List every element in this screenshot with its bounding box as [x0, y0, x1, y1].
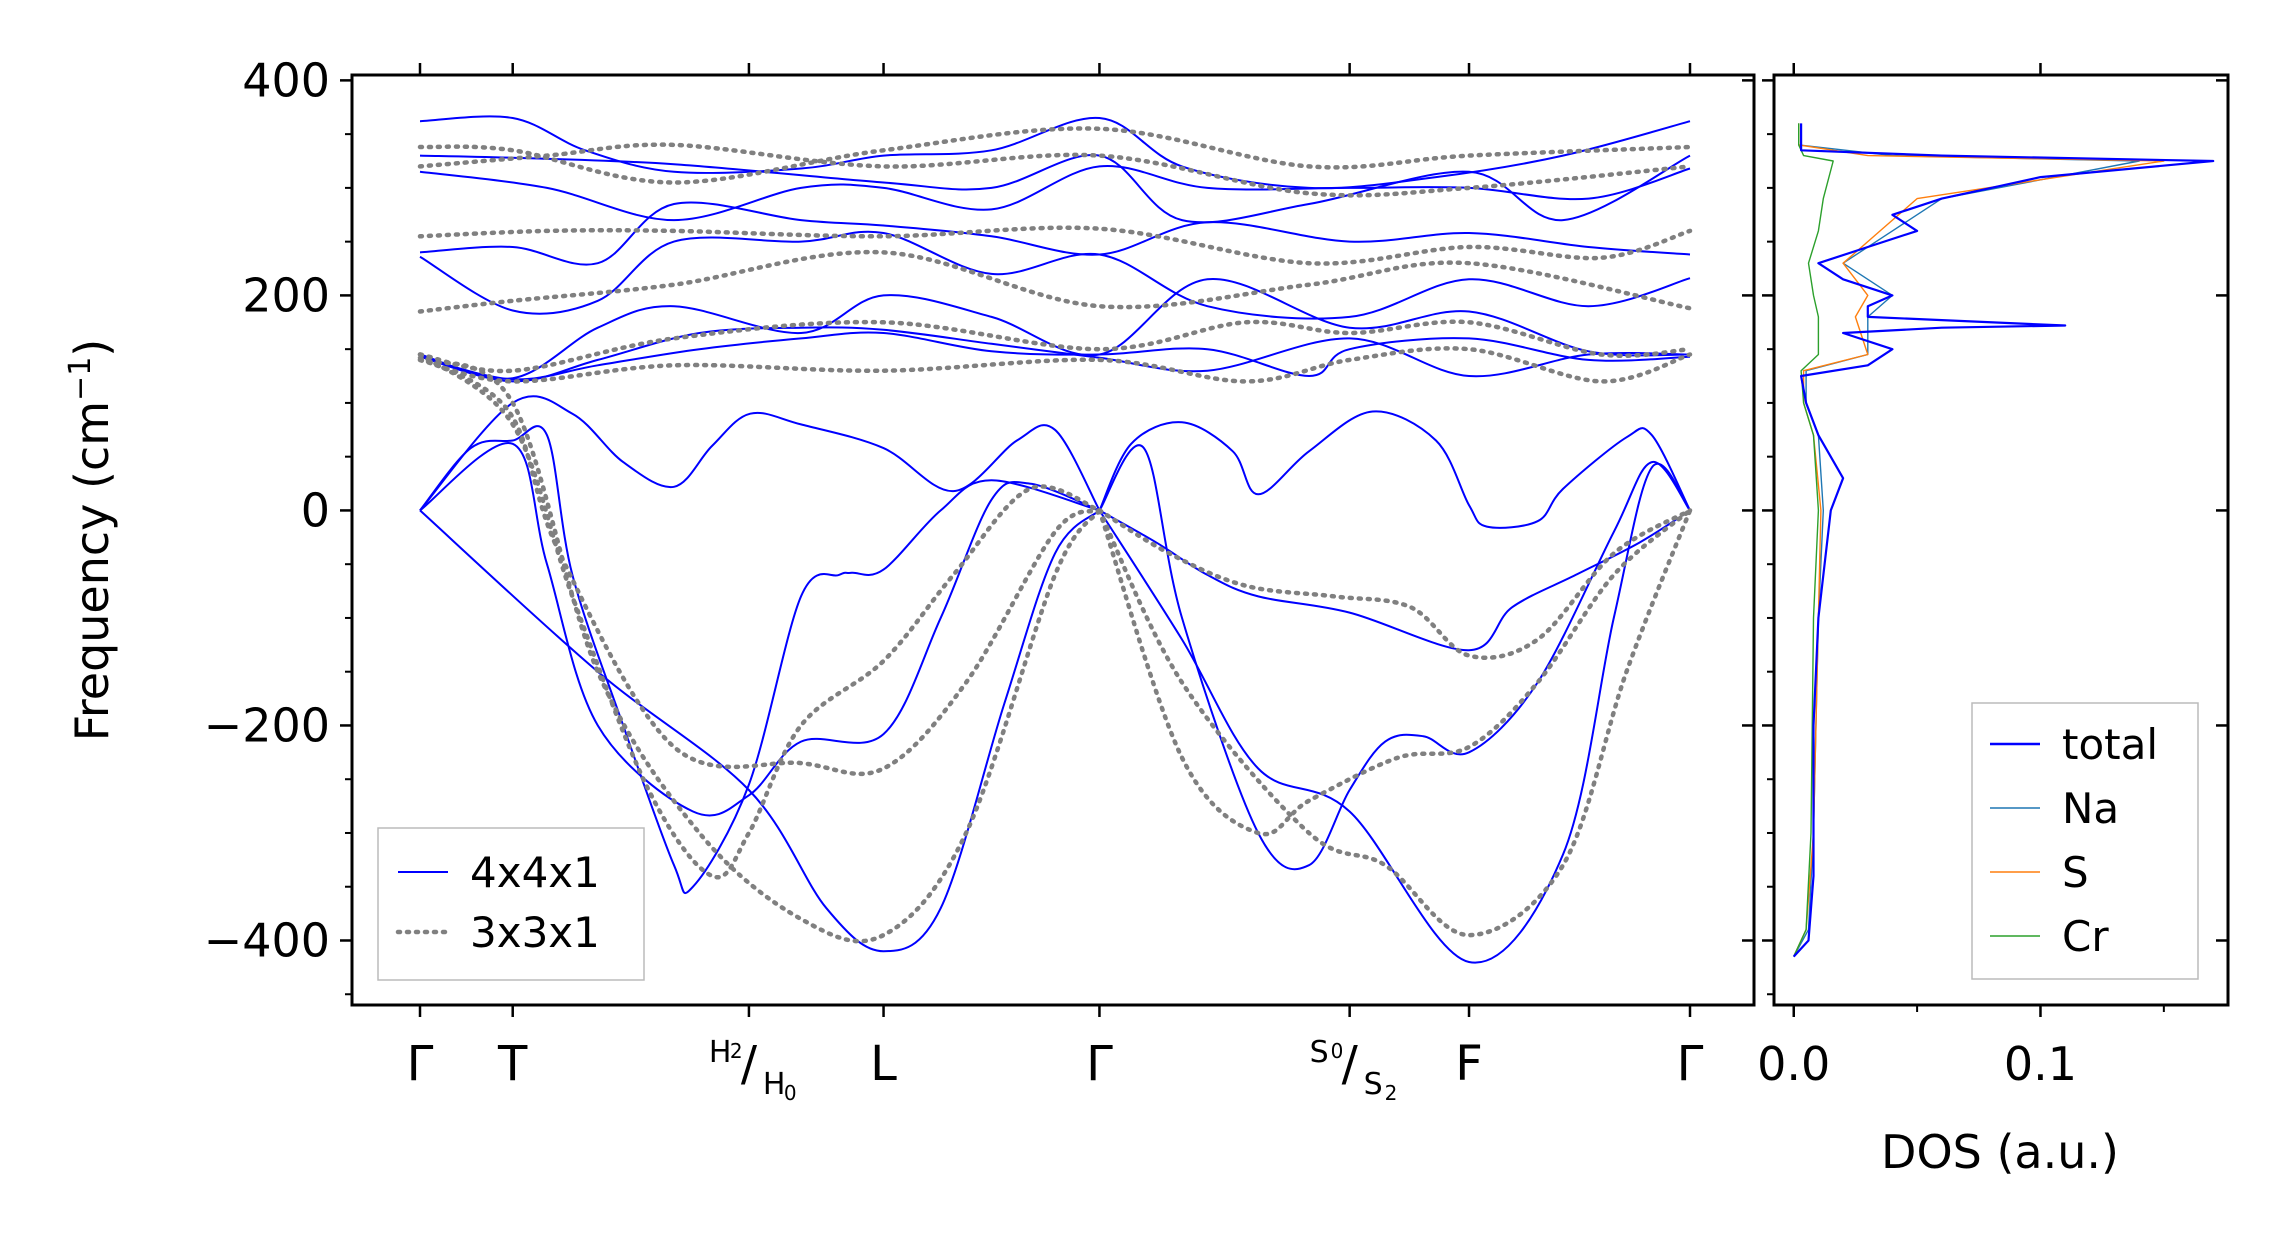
xtick-label-6: F — [1455, 1036, 1483, 1092]
xtick-bot-sub: 0 — [784, 1081, 797, 1105]
ytick-label--400: −400 — [204, 913, 330, 967]
band-line-4x4x1-8 — [419, 115, 1691, 190]
band-line-4x4x1-1 — [419, 395, 1101, 512]
ytick-label--200: −200 — [204, 698, 330, 752]
ylabel-sup: −1 — [63, 357, 98, 401]
band-line-4x4x1-0 — [419, 425, 1100, 894]
xtick-label-1: T — [497, 1036, 528, 1092]
legend-label-3x3x1: 3x3x1 — [470, 908, 600, 957]
band-line-3x3x1-18 — [417, 355, 1102, 777]
xtick-top-sub: 2 — [730, 1039, 743, 1063]
dos-curves — [1792, 123, 2215, 958]
dos-axes: 0.0 0.1 DOS (a.u.) total Na S Cr — [1757, 63, 2230, 1179]
xtick-slash: / — [1342, 1036, 1359, 1092]
xtick-label-7: Γ — [1677, 1036, 1704, 1092]
band-line-3x3x1-25 — [417, 249, 1693, 314]
band-line-3x3x1-26 — [417, 346, 1693, 384]
xtick-label-0: Γ — [407, 1036, 434, 1092]
xtick-bot-sub: 2 — [1385, 1081, 1398, 1105]
band-line-3x3x1-22 — [417, 126, 1693, 185]
dos-legend-box — [1971, 702, 2199, 980]
xtick-slash: / — [741, 1036, 758, 1092]
xtick-top-letter: H — [709, 1035, 732, 1070]
dos-legend-label-Cr: Cr — [2062, 912, 2109, 961]
band-line-3x3x1-27 — [417, 319, 1693, 374]
band-line-4x4x1-13 — [419, 278, 1691, 380]
dos-line-Cr — [1793, 123, 1834, 957]
dos-x-axis-label: DOS (a.u.) — [1881, 1125, 2119, 1179]
xtick-label-4: Γ — [1086, 1036, 1113, 1092]
band-line-4x4x1-14 — [419, 326, 1691, 383]
y-axis-label: Frequency (cm−1) — [63, 339, 119, 742]
dos-xtick-label-1: 0.1 — [2004, 1037, 2077, 1091]
xtick-top-sub: 0 — [1331, 1039, 1344, 1063]
band-curves — [417, 115, 1693, 964]
band-line-3x3x1-16 — [417, 352, 1102, 880]
main-legend-box — [377, 827, 645, 981]
band-line-3x3x1-17 — [417, 357, 1102, 944]
xtick-label-3: L — [870, 1036, 897, 1092]
band-line-4x4x1-7 — [1098, 463, 1691, 964]
legend-label-4x4x1: 4x4x1 — [470, 848, 600, 897]
dos-legend: total Na S Cr — [1971, 702, 2199, 980]
ytick-label-400: 400 — [242, 53, 330, 107]
dos-frame — [1772, 73, 2230, 1007]
dos-line-total — [1792, 123, 2215, 958]
main-legend: 4x4x1 3x3x1 — [377, 827, 645, 981]
band-line-3x3x1-24 — [417, 225, 1693, 266]
xtick-top-letter: S — [1310, 1035, 1329, 1070]
ytick-label-200: 200 — [242, 268, 330, 322]
dos-legend-label-total: total — [2062, 720, 2158, 769]
band-line-4x4x1-10 — [419, 165, 1691, 222]
band-line-4x4x1-11 — [419, 201, 1691, 266]
band-line-4x4x1-12 — [419, 230, 1691, 320]
band-line-4x4x1-4 — [1098, 410, 1691, 529]
main-frame — [350, 73, 1756, 1007]
band-line-4x4x1-5 — [1098, 444, 1691, 871]
xtick-split-label-2: H2/H0 — [709, 1035, 797, 1105]
dos-xtick-label-0: 0.0 — [1757, 1037, 1830, 1091]
dos-legend-label-Na: Na — [2062, 784, 2119, 833]
band-line-4x4x1-9 — [419, 154, 1691, 224]
band-line-4x4x1-15 — [419, 331, 1691, 381]
band-line-3x3x1-23 — [417, 142, 1693, 198]
band-line-3x3x1-21 — [1097, 508, 1693, 660]
xtick-bot-letter: H — [763, 1067, 786, 1102]
dos-legend-label-S: S — [2062, 848, 2089, 897]
xtick-bot-letter: S — [1364, 1067, 1383, 1102]
xtick-split-label-5: S 0/S 2 — [1310, 1035, 1398, 1105]
band-line-3x3x1-19 — [1097, 508, 1693, 837]
ylabel-main: Frequency (cm — [65, 401, 119, 741]
band-line-4x4x1-6 — [1099, 509, 1691, 652]
ylabel-close: ) — [65, 339, 119, 357]
band-line-3x3x1-20 — [1097, 508, 1693, 938]
ytick-label-0: 0 — [301, 483, 330, 537]
